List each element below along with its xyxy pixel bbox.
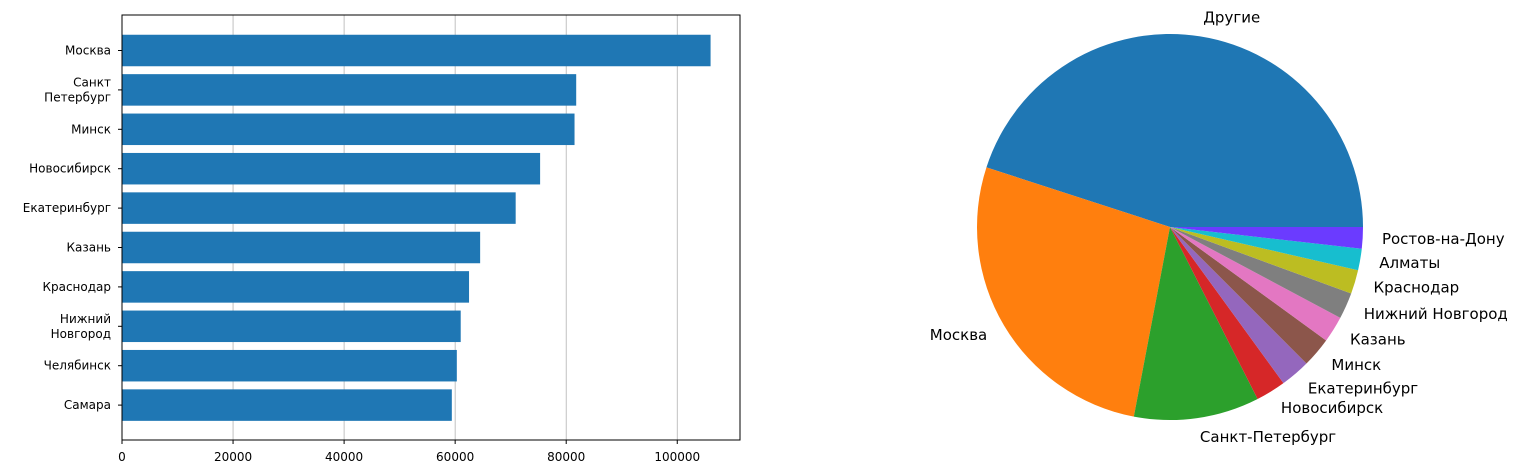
pie-slice <box>1170 227 1284 399</box>
pie-slice <box>1170 227 1352 318</box>
x-tick-label: 60000 <box>436 450 474 464</box>
bar <box>122 152 541 185</box>
bar <box>122 113 575 146</box>
y-tick-label: Казань <box>66 241 111 255</box>
pie-slice <box>1170 227 1359 294</box>
y-tick-label: Челябинск <box>44 359 111 373</box>
pie-slice-label: Казань <box>1350 331 1406 349</box>
pie-slice-label: Другие <box>1203 8 1260 26</box>
pie-slice-label: Ростов-на-Дону <box>1382 230 1505 248</box>
pie-slice-label: Алматы <box>1379 254 1440 272</box>
y-tick-label: Москва <box>65 44 111 58</box>
pie-slice-label: Новосибирск <box>1281 399 1383 417</box>
x-tick-label: 0 <box>118 450 126 464</box>
pie-slice <box>1133 227 1258 420</box>
pie-slice <box>1170 227 1341 341</box>
pie-slice <box>1170 227 1307 384</box>
x-tick-label: 40000 <box>325 450 363 464</box>
y-tick-label: Новосибирск <box>29 162 111 176</box>
y-tick-label: Самара <box>64 398 111 412</box>
pie-slice-label: Краснодар <box>1373 279 1459 297</box>
plot-frame <box>121 14 741 441</box>
x-tick-label: 80000 <box>547 450 585 464</box>
y-tick-label: Минск <box>71 122 111 136</box>
bar <box>122 231 481 264</box>
y-tick-label: Екатеринбург <box>23 201 111 215</box>
pie-slice-label: Екатеринбург <box>1308 379 1418 397</box>
y-tick-label: Краснодар <box>42 280 111 294</box>
pie-slice-label: Нижний Новгород <box>1364 305 1508 323</box>
y-tick-label: Нижний Новгород <box>51 312 111 341</box>
bar <box>122 310 461 343</box>
bar <box>122 389 452 421</box>
bar <box>122 349 457 382</box>
pie-slice <box>1170 227 1327 364</box>
pie-slice <box>1170 227 1363 249</box>
pie-slice-label: Санкт-Петербург <box>1200 428 1336 446</box>
bar <box>122 192 516 224</box>
pie-slice-label: Москва <box>930 326 987 344</box>
bar-chart: Москва Санкт Петербург Минск Новосибирск Екат… <box>23 14 741 464</box>
bar <box>122 74 577 106</box>
pie-slice-label: Минск <box>1331 356 1381 374</box>
bar <box>122 271 470 303</box>
y-tick-label: Санкт Петербург <box>44 75 111 104</box>
x-tick-label: 100000 <box>654 450 700 464</box>
pie-slice <box>977 167 1170 417</box>
bar <box>122 34 711 67</box>
pie-slice <box>986 34 1363 227</box>
x-tick-label: 20000 <box>214 450 252 464</box>
pie-chart: Другие Москва Санкт-Петербург Новосибирск Ек… <box>930 8 1508 446</box>
pie-slice <box>1170 227 1362 271</box>
